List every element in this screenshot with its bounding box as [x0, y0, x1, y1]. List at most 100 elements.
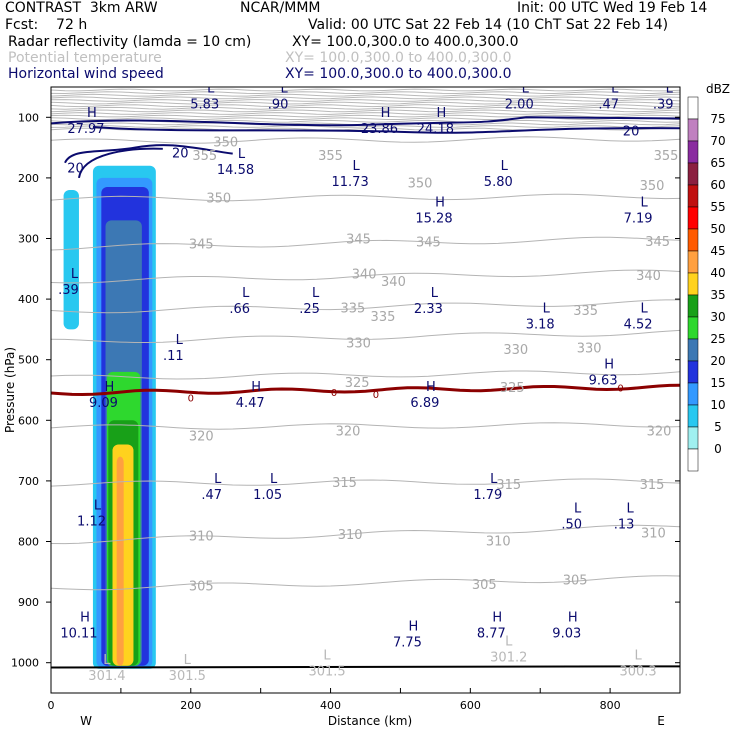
- y-tick-label-600: 600: [18, 414, 39, 427]
- wind-extremum-14: L.66: [229, 286, 250, 317]
- wind-extremum-21: H9.09: [89, 380, 118, 411]
- wind-extremum-20: H9.63: [589, 358, 618, 389]
- wind-extremum-26: L1.79: [473, 472, 502, 503]
- wind-extremum-value: .39: [653, 97, 674, 112]
- wind-extremum-kind: L: [640, 195, 648, 210]
- wind-extremum-kind: L: [238, 147, 246, 162]
- wind-extremum-kind: L: [611, 81, 619, 96]
- wind-extremum-19: L.11: [163, 333, 184, 364]
- wind-extremum-2: L2.00: [505, 87, 534, 112]
- wind-extremum-kind: L: [242, 286, 250, 301]
- theta-label-7: 345: [189, 237, 214, 252]
- wind-extremum-value: .47: [201, 488, 222, 503]
- colorbar-tick-label-5: 5: [714, 420, 722, 434]
- wind-extremum-value: 1.12: [77, 514, 106, 529]
- theta-extremum-kind: L: [323, 649, 331, 664]
- theta-label-15: 335: [371, 310, 396, 325]
- wind-extremum-30: H10.11: [60, 610, 97, 641]
- colorbar-tick-label-15: 15: [710, 376, 725, 390]
- wind-extremum-kind: H: [492, 610, 502, 625]
- colorbar-tick-label-60: 60: [710, 178, 725, 192]
- theta-isoline-330: [51, 329, 680, 343]
- theta-label-11: 340: [352, 268, 377, 283]
- theta-label-23: 320: [336, 425, 361, 440]
- theta-extremum-kind: L: [505, 635, 513, 650]
- valid-time: Valid: 00 UTC Sat 22 Feb 14 (10 ChT Sat …: [308, 17, 669, 33]
- wind-extremum-value: .11: [163, 349, 184, 364]
- colorbar-swatch-8: [687, 272, 699, 296]
- theta-label-4: 350: [206, 191, 231, 206]
- wind-extremum-kind: H: [568, 610, 578, 625]
- wind-extremum-kind: L: [214, 472, 222, 487]
- theta-label-33: 305: [472, 578, 497, 593]
- theta-extremum-value: 301.5: [169, 669, 206, 684]
- x-tick-label-600: 600: [460, 699, 481, 712]
- wind-extremum-4: L.39: [653, 87, 674, 112]
- colorbar-tick-label-40: 40: [710, 266, 725, 280]
- wind-extremum-value: 8.77: [477, 626, 506, 641]
- theta-label-9: 345: [416, 236, 441, 251]
- wind-extremum-13: L.39: [58, 267, 79, 298]
- wind-extremum-kind: L: [626, 501, 634, 516]
- stratosphere-isentrope-2: [51, 93, 680, 97]
- wind-extremum-kind: L: [176, 333, 184, 348]
- y-tick-label-700: 700: [18, 475, 39, 488]
- wind-extremum-kind: H: [426, 380, 436, 395]
- stratosphere-isentrope-11: [51, 117, 680, 121]
- wind-extremum-kind: H: [435, 195, 445, 210]
- wind-extremum-kind: L: [640, 301, 648, 316]
- wind-extremum-value: 9.63: [589, 374, 618, 389]
- colorbar-swatch-15: [687, 426, 699, 450]
- theta-label-3: 355: [654, 149, 679, 164]
- wind-contour-1: [92, 125, 680, 134]
- y-tick-label-800: 800: [18, 536, 39, 549]
- theta-isoline-340: [51, 269, 680, 284]
- wind-layer: [51, 116, 680, 179]
- wind-extremum-value: 11.73: [332, 175, 369, 190]
- wind-extremum-1: L.90: [268, 87, 289, 112]
- theta-label-30: 310: [486, 534, 511, 549]
- wind-extremum-value: 4.52: [624, 317, 653, 332]
- wind-extremum-value: 7.75: [393, 635, 422, 650]
- y-tick-label-300: 300: [18, 233, 39, 246]
- wind-extremum-32: H8.77: [477, 610, 506, 641]
- west-label: W: [80, 714, 92, 728]
- stratosphere-isentrope-0: [51, 88, 680, 92]
- field-xy-wind: XY= 100.0,300.0 to 400.0,300.0: [285, 66, 512, 82]
- wind-contour-label-0: 20: [67, 162, 84, 177]
- stratosphere-isentrope-1: [51, 91, 680, 95]
- theta-isoline-345: [51, 236, 680, 251]
- wind-extremum-value: 23.86: [361, 122, 398, 137]
- theta-isoline-325: [51, 370, 680, 380]
- wind-extremum-3: L.47: [598, 81, 619, 112]
- theta-label-18: 330: [503, 343, 528, 358]
- wind-extremum-value: 10.11: [60, 626, 97, 641]
- theta-isoline-350: [51, 193, 680, 202]
- x-tick-label-800: 800: [600, 699, 621, 712]
- field-name-theta: Potential temperature: [8, 50, 162, 66]
- y-axis-label: Pressure (hPa): [3, 347, 17, 433]
- wind-contour-0: [51, 116, 680, 127]
- theta-label-2: 355: [318, 149, 343, 164]
- zero-isotherm-label-0: 0: [188, 393, 194, 404]
- colorbar-swatch-2: [687, 140, 699, 164]
- wind-extremum-kind: L: [312, 286, 320, 301]
- wind-extremum-value: 15.28: [415, 211, 452, 226]
- theta-label-32: 305: [189, 580, 214, 595]
- theta-isoline-335: [51, 299, 680, 314]
- colorbar-tick-label-0: 0: [714, 442, 722, 456]
- theta-extremum-value: 300.3: [619, 665, 656, 680]
- wind-extremum-kind: H: [105, 380, 115, 395]
- colorbar-tick-label-25: 25: [710, 332, 725, 346]
- y-tick-label-900: 900: [18, 596, 39, 609]
- theta-extremum-kind: L: [184, 653, 192, 668]
- field-name-wind: Horizontal wind speed: [8, 66, 164, 82]
- wind-extremum-8: L14.58: [217, 147, 254, 178]
- wind-extremum-value: 2.00: [505, 97, 534, 112]
- wind-contour-3: [77, 147, 163, 179]
- theta-label-21: 325: [500, 381, 525, 396]
